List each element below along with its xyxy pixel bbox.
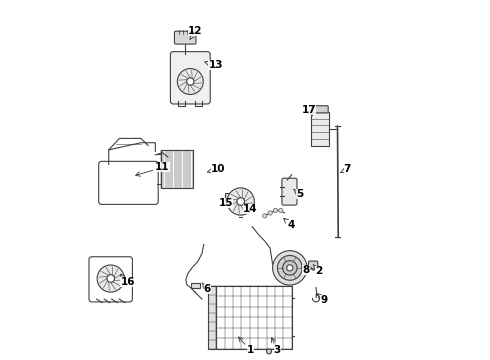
Text: 10: 10 xyxy=(207,164,225,174)
Text: 6: 6 xyxy=(202,283,211,294)
FancyBboxPatch shape xyxy=(98,161,158,204)
Circle shape xyxy=(267,349,271,354)
Text: 15: 15 xyxy=(219,198,233,208)
Bar xyxy=(216,286,292,348)
Text: 4: 4 xyxy=(284,219,294,230)
Bar xyxy=(225,193,234,200)
Circle shape xyxy=(227,188,254,215)
FancyBboxPatch shape xyxy=(282,178,297,205)
Circle shape xyxy=(263,214,267,218)
Text: 12: 12 xyxy=(188,26,203,39)
Circle shape xyxy=(177,68,203,94)
FancyBboxPatch shape xyxy=(312,106,328,113)
Text: 8: 8 xyxy=(301,265,310,275)
Bar xyxy=(311,112,329,146)
Circle shape xyxy=(283,261,297,275)
Text: 14: 14 xyxy=(243,204,258,214)
Circle shape xyxy=(107,275,115,282)
Text: 3: 3 xyxy=(271,338,281,355)
Text: 5: 5 xyxy=(294,189,303,199)
Bar xyxy=(191,283,200,288)
Circle shape xyxy=(97,265,124,292)
Circle shape xyxy=(187,78,194,85)
FancyBboxPatch shape xyxy=(171,51,210,104)
Text: 9: 9 xyxy=(318,294,327,305)
Text: 7: 7 xyxy=(341,164,351,174)
Circle shape xyxy=(287,265,293,271)
Circle shape xyxy=(273,208,278,213)
Text: 2: 2 xyxy=(313,264,322,276)
Text: 16: 16 xyxy=(120,274,135,287)
Circle shape xyxy=(277,256,302,280)
Text: 17: 17 xyxy=(301,105,316,116)
Text: 11: 11 xyxy=(136,162,170,176)
Bar xyxy=(161,150,193,188)
Circle shape xyxy=(279,208,283,213)
Text: 1: 1 xyxy=(239,337,254,355)
FancyBboxPatch shape xyxy=(309,261,318,269)
FancyBboxPatch shape xyxy=(89,257,132,302)
FancyBboxPatch shape xyxy=(174,31,196,44)
Text: 13: 13 xyxy=(205,60,223,70)
Bar xyxy=(208,286,216,348)
Circle shape xyxy=(268,211,272,215)
Circle shape xyxy=(237,198,245,205)
Circle shape xyxy=(272,251,307,285)
